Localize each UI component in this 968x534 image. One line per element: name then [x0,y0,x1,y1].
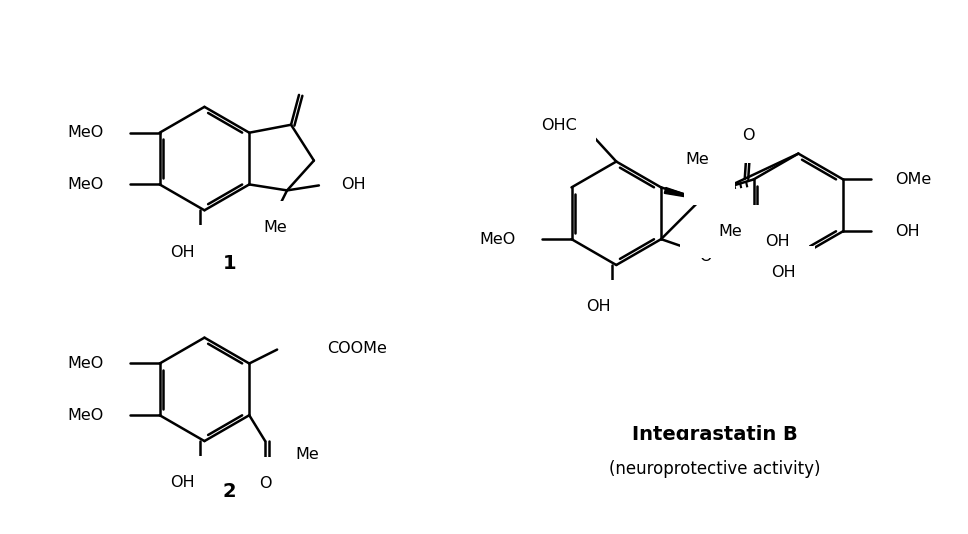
Text: (neuroprotective activity): (neuroprotective activity) [609,460,821,478]
Text: OH: OH [771,265,796,280]
Text: Integrastatin B: Integrastatin B [632,425,798,444]
Text: Me: Me [295,446,318,461]
Text: MeO: MeO [68,125,104,140]
Text: OH: OH [170,475,195,490]
Text: 2: 2 [223,482,236,501]
Text: O: O [258,476,271,491]
Text: MeO: MeO [68,177,104,192]
Text: MeO: MeO [479,232,516,247]
Text: 1: 1 [223,254,236,272]
Text: COOMe: COOMe [327,341,387,356]
Text: OH: OH [341,177,365,192]
Text: MeO: MeO [68,408,104,423]
Text: Me: Me [263,219,287,235]
Text: O: O [699,248,711,264]
Text: O: O [742,129,755,144]
Text: OH: OH [894,224,920,239]
Text: MeO: MeO [68,356,104,371]
Text: Me: Me [685,152,709,167]
Polygon shape [664,187,701,199]
Text: OH: OH [170,245,195,260]
Text: OH: OH [766,234,790,249]
Text: O: O [703,171,715,186]
Text: Me: Me [718,224,742,239]
Text: OMe: OMe [894,172,931,187]
Text: OHC: OHC [541,118,577,134]
Text: OH: OH [586,299,611,315]
